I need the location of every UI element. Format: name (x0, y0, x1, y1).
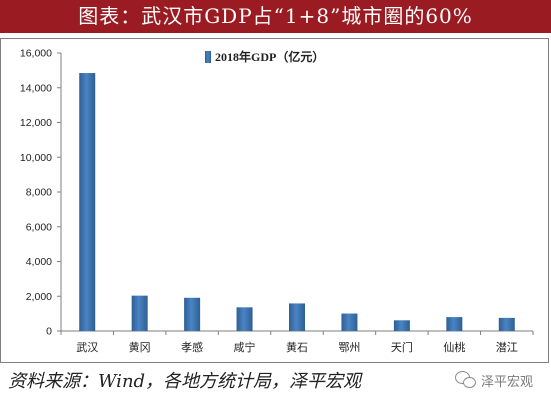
legend-label: 2018年GDP（亿元） (215, 49, 324, 64)
chart-title: 图表：武汉市GDP占“1+8”城市圈的60% (0, 0, 551, 33)
x-tick-label: 潜江 (496, 340, 518, 354)
wechat-icon (455, 370, 477, 390)
y-tick-label: 16,000 (20, 48, 52, 60)
x-tick-label: 武汉 (76, 341, 98, 354)
y-tick-label: 8,000 (26, 187, 52, 199)
bar-8 (446, 317, 463, 331)
y-tick-label: 12,000 (20, 117, 52, 129)
x-tick-label: 孝感 (181, 341, 203, 354)
bars (79, 73, 515, 331)
legend-swatch (205, 51, 211, 63)
x-tick-label: 天门 (391, 340, 413, 354)
bar-3 (184, 297, 201, 331)
x-tick-label: 黄冈 (129, 340, 151, 354)
bar-chart: 0 2,000 4,000 6,000 8,000 10,000 12,000 14,000 1… (20, 48, 534, 354)
y-tick-label: 10,000 (20, 152, 52, 164)
chart-frame: 0 2,000 4,000 6,000 8,000 10,000 12,000 14,000 1… (0, 38, 549, 363)
bar-6 (341, 313, 358, 331)
bar-1 (79, 73, 96, 331)
bar-5 (289, 303, 305, 331)
x-tick-label: 鄂州 (338, 341, 360, 354)
axes: 0 2,000 4,000 6,000 8,000 10,000 12,000 14,000 1… (20, 48, 534, 354)
y-tick-label: 0 (46, 326, 52, 338)
y-tick-label: 2,000 (26, 291, 52, 303)
x-tick-label: 黄石 (286, 340, 308, 354)
bar-2 (131, 295, 148, 331)
y-tick-label: 6,000 (26, 221, 52, 233)
y-tick-label: 4,000 (26, 256, 52, 268)
bar-9 (498, 317, 515, 331)
source-note: 资料来源：Wind，各地方统计局，泽平宏观 (8, 371, 362, 392)
watermark: 泽平宏观 (455, 368, 533, 392)
watermark-text: 泽平宏观 (481, 374, 534, 390)
x-tick-label: 仙桃 (443, 340, 465, 354)
bar-4 (236, 307, 253, 331)
y-tick-label: 14,000 (20, 82, 52, 94)
bar-7 (393, 320, 410, 331)
x-tick-label: 咸宁 (234, 340, 256, 354)
legend: 2018年GDP（亿元） (205, 49, 324, 64)
